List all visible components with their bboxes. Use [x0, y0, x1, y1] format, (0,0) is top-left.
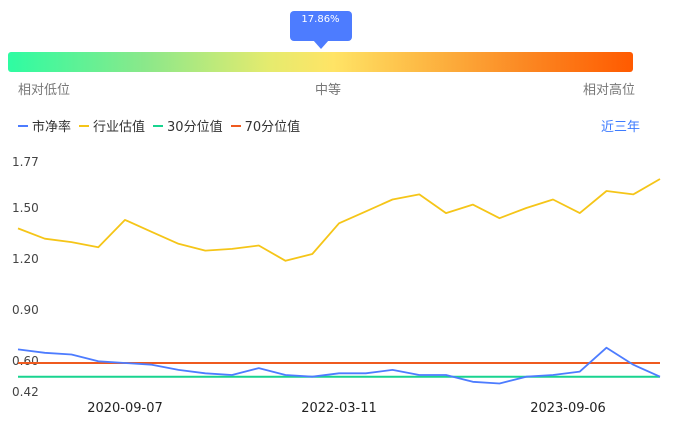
legend-item-p30[interactable]: 30分位值	[153, 116, 223, 135]
legend-label-industry: 行业估值	[93, 120, 146, 135]
series-line-0	[17, 346, 661, 385]
scale-label-high: 相对高位	[583, 83, 636, 98]
legend-swatch-p30	[153, 124, 164, 127]
legend-item-industry[interactable]: 行业估值	[79, 116, 145, 135]
x-tick-label: 2022-03-11	[301, 401, 377, 416]
legend-label-p30: 30分位值	[167, 120, 223, 135]
y-axis-ticks: 1.77 1.50 1.20 0.90 0.60 0.42	[12, 155, 39, 399]
x-tick-label: 2020-09-07	[87, 401, 163, 416]
legend-label-pb: 市净率	[32, 120, 72, 135]
legend-item-p70[interactable]: 70分位值	[230, 116, 301, 135]
time-range-link[interactable]: 近三年	[600, 120, 640, 135]
scale-label-low: 相对低位	[18, 83, 71, 98]
scale-label-mid: 中等	[315, 83, 342, 98]
y-tick-label: 1.20	[12, 252, 39, 266]
legend-swatch-industry	[79, 124, 90, 127]
percentile-tooltip: 17.86%	[289, 11, 352, 41]
legend-swatch-pb	[18, 124, 28, 127]
valuation-gradient-bar	[8, 52, 633, 72]
y-tick-label: 0.42	[12, 385, 39, 399]
y-tick-label: 0.60	[12, 354, 39, 368]
x-axis-ticks: 2020-09-07 2022-03-11 2023-09-06	[87, 401, 606, 416]
legend-label-p70: 70分位值	[244, 120, 301, 135]
y-tick-label: 0.90	[12, 303, 39, 317]
legend-item-pb[interactable]: 市净率	[18, 116, 71, 135]
tooltip-pointer-icon	[312, 40, 329, 49]
chart-series	[17, 178, 661, 385]
y-tick-label: 1.77	[12, 155, 39, 169]
y-tick-label: 1.50	[12, 201, 39, 215]
chart-legend: 市净率 行业估值 30分位值 70分位值	[18, 116, 300, 135]
x-tick-label: 2023-09-06	[530, 401, 606, 416]
percentile-value: 17.86%	[301, 14, 340, 25]
legend-swatch-p70	[230, 124, 241, 127]
series-line-1	[17, 178, 661, 262]
